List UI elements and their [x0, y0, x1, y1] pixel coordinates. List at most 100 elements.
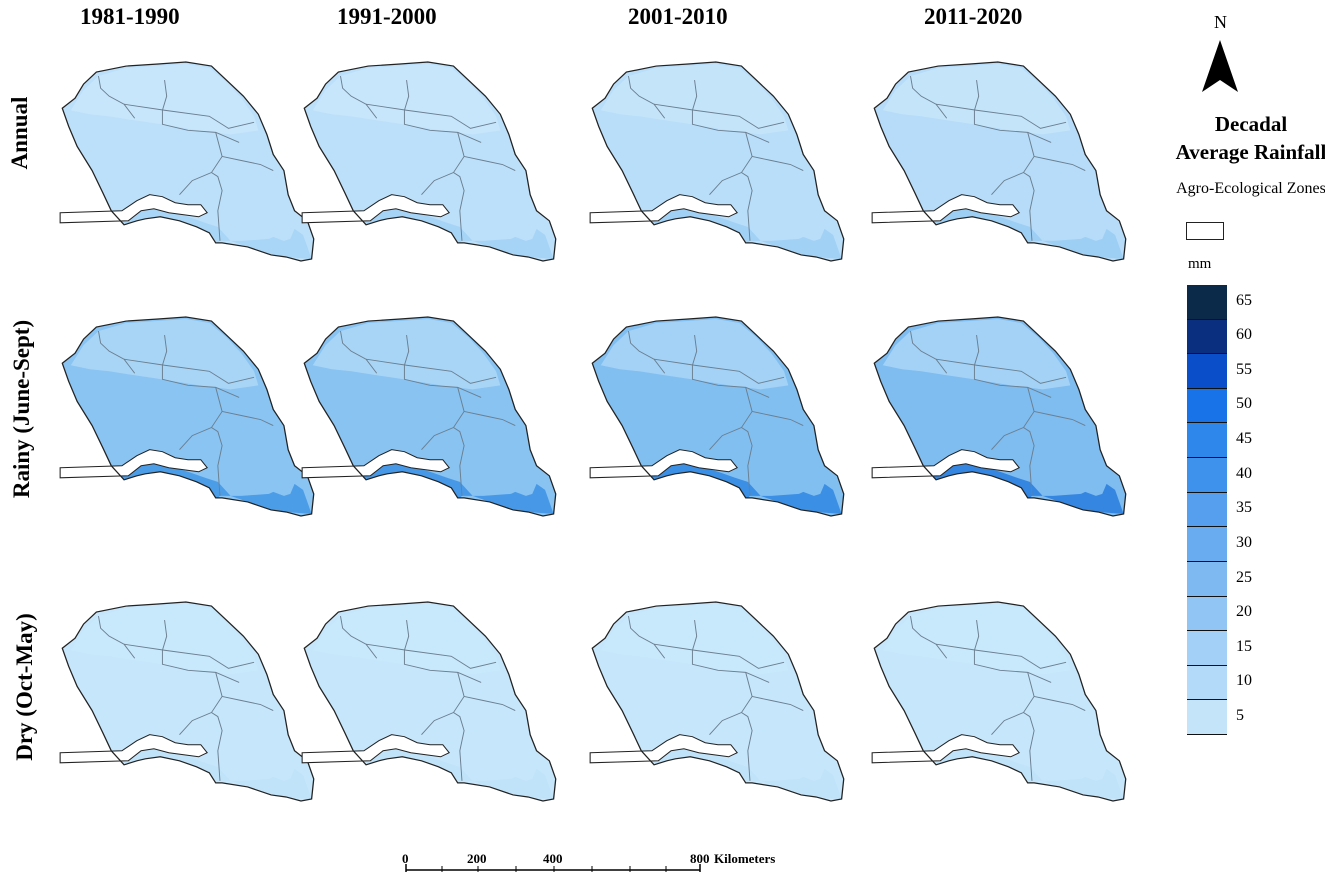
- country-border: [591, 601, 845, 802]
- gambia-enclave: [871, 449, 1020, 479]
- gambia-enclave: [589, 734, 738, 764]
- row-title-annual: Annual: [7, 96, 32, 170]
- scale-tick-0: 0: [402, 851, 409, 866]
- senegal-map: [59, 601, 315, 802]
- ramp-band-25: [1187, 561, 1227, 597]
- senegal-map: [301, 61, 557, 262]
- gambia-enclave: [589, 194, 738, 224]
- ramp-band-35: [1187, 492, 1227, 528]
- senegal-map: [871, 316, 1127, 517]
- rainfall-map-row1-col3: [588, 58, 848, 263]
- column-title-2011-2020: 2011-2020: [924, 4, 1023, 29]
- scale-tick-200: 200: [467, 851, 487, 866]
- column-title-1991-2000: 1991-2000: [337, 4, 437, 29]
- scale-tick-400: 400: [543, 851, 563, 866]
- zone-boundary-5: [1033, 696, 1086, 711]
- map-fill-north: [600, 319, 789, 390]
- zone-boundary-1: [340, 76, 378, 119]
- map-fill-north: [882, 64, 1071, 135]
- legend-unit: mm: [1188, 256, 1212, 272]
- scale-tick-800: 800: [690, 851, 710, 866]
- zone-boundary-1: [910, 616, 948, 659]
- ramp-band-20: [1187, 596, 1227, 632]
- rainfall-map-row2-col3: [588, 313, 848, 518]
- senegal-map: [59, 61, 315, 262]
- gambia-enclave: [301, 449, 450, 479]
- ramp-label-60: 60: [1236, 326, 1252, 344]
- zone-boundary-2: [653, 358, 785, 384]
- zone-boundary-1: [98, 76, 136, 119]
- country-border: [873, 61, 1127, 262]
- gambia-enclave: [59, 194, 208, 224]
- ramp-band-40: [1187, 458, 1227, 493]
- country-border: [873, 316, 1127, 517]
- gambia-enclave: [871, 194, 1020, 224]
- zone-boundary-1: [628, 76, 666, 119]
- ramp-label-65: 65: [1236, 291, 1252, 309]
- zone-boundary-6: [453, 427, 465, 496]
- legend-zones-label: Agro-Ecological Zones: [1176, 180, 1325, 197]
- zone-boundary-5: [1033, 156, 1086, 171]
- zone-boundary-1: [340, 616, 378, 659]
- rainfall-map-row3-col2: [300, 598, 560, 803]
- senegal-map: [871, 601, 1127, 802]
- ramp-label-15: 15: [1236, 637, 1252, 655]
- senegal-map: [871, 61, 1127, 262]
- zone-boundary-2: [123, 103, 255, 129]
- ramp-label-5: 5: [1236, 707, 1244, 724]
- ramp-label-55: 55: [1236, 360, 1252, 378]
- country-border: [591, 61, 845, 262]
- zone-boundary-2: [123, 358, 255, 384]
- senegal-map: [301, 601, 557, 802]
- senegal-map: [589, 61, 845, 262]
- zone-boundary-6: [211, 172, 223, 241]
- row-title-rainy: Rainy (June-Sept): [9, 319, 34, 499]
- zone-boundary-2: [123, 643, 255, 669]
- rainfall-map-row3-col3: [588, 598, 848, 803]
- map-fill-north: [312, 64, 501, 135]
- legend-title-line2: Average Rainfall: [1175, 140, 1325, 164]
- zone-boundary-3: [403, 335, 482, 398]
- north-label: N: [1214, 12, 1227, 32]
- zone-boundary-5: [221, 411, 274, 426]
- ramp-label-20: 20: [1236, 603, 1252, 621]
- zone-boundary-5: [463, 156, 516, 171]
- ramp-band-50: [1187, 388, 1227, 424]
- rainfall-map-row2-col1: [58, 313, 318, 518]
- map-fill-north: [312, 319, 501, 390]
- zone-boundary-1: [628, 616, 666, 659]
- zone-boundary-2: [653, 103, 785, 129]
- map-fill-north: [70, 64, 259, 135]
- north-arrow: [1202, 40, 1238, 92]
- scale-bar: [405, 864, 701, 872]
- zone-boundary-3: [161, 620, 240, 683]
- rainfall-map-row3-col4: [870, 598, 1130, 803]
- zone-boundary-5: [751, 411, 804, 426]
- zone-boundary-1: [910, 331, 948, 374]
- map-fill-north: [600, 64, 789, 135]
- country-border: [61, 61, 315, 262]
- zone-boundary-5: [463, 411, 516, 426]
- map-fill-north: [600, 604, 789, 675]
- rainfall-map-row2-col4: [870, 313, 1130, 518]
- zone-boundary-3: [973, 335, 1052, 398]
- ramp-band-55: [1187, 354, 1227, 389]
- ramp-band-30: [1187, 527, 1227, 562]
- ramp-band-45: [1187, 423, 1227, 459]
- senegal-map: [301, 316, 557, 517]
- zone-boundary-5: [221, 696, 274, 711]
- map-fill-north: [312, 604, 501, 675]
- column-title-2001-2010: 2001-2010: [628, 4, 728, 29]
- ramp-band-60: [1187, 319, 1227, 355]
- legend-title: Decadal Average Rainfall: [1166, 110, 1325, 166]
- zone-boundary-6: [1023, 712, 1035, 781]
- zone-boundary-5: [221, 156, 274, 171]
- ramp-label-25: 25: [1236, 568, 1252, 586]
- scale-unit: Kilometers: [714, 851, 776, 866]
- zone-boundary-2: [365, 643, 497, 669]
- zone-boundary-5: [751, 696, 804, 711]
- zone-boundary-3: [691, 620, 770, 683]
- ramp-label-30: 30: [1236, 533, 1252, 551]
- country-border: [303, 601, 557, 802]
- color-ramp: [1187, 285, 1227, 735]
